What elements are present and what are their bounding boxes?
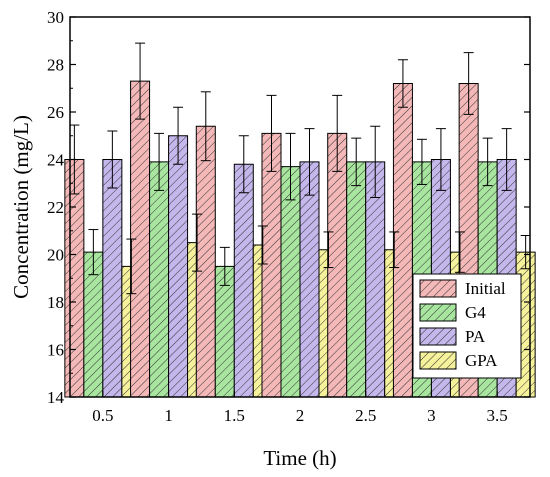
y-tick-label: 28 (47, 56, 64, 75)
legend-swatch-g4 (419, 303, 457, 322)
bar-pa-1 (168, 135, 189, 398)
bar-initial-2 (261, 132, 282, 398)
x-tick-label: 1 (164, 406, 173, 425)
y-tick-label: 24 (47, 151, 65, 170)
legend-label-g4: G4 (465, 303, 486, 322)
y-tick-label: 30 (47, 8, 64, 27)
bar-g4-1.5 (214, 265, 235, 398)
bar-pa-2 (299, 161, 320, 398)
x-axis: 0.5 1 1.5 2 2.5 3 3.5 (92, 391, 508, 425)
x-tick-label: 2.5 (355, 406, 376, 425)
legend: Initial G4 PA GPA (412, 273, 522, 379)
bar-initial-0.5 (64, 159, 85, 398)
y-axis-label: Concentration (mg/L) (9, 115, 33, 299)
legend-swatch-gpa (419, 351, 457, 370)
y-tick-label: 14 (47, 388, 65, 407)
legend-label-pa: PA (465, 327, 486, 346)
x-tick-label: 1.5 (224, 406, 245, 425)
y-tick-label: 26 (47, 103, 64, 122)
y-tick-label: 22 (47, 198, 64, 217)
x-axis-label: Time (h) (263, 446, 336, 470)
bar-g4-2.5 (346, 161, 367, 398)
error-bars-layer (69, 42, 531, 295)
bar-g4-1 (149, 161, 170, 398)
y-tick-label: 18 (47, 293, 64, 312)
legend-swatch-initial (419, 279, 457, 298)
y-axis: 14 16 18 20 22 24 26 28 30 (47, 8, 530, 407)
legend-swatch-pa (419, 327, 457, 346)
bar-initial-3 (392, 83, 413, 398)
legend-label-initial: Initial (465, 279, 506, 298)
bar-g4-2 (280, 166, 301, 398)
bar-pa-1.5 (233, 163, 254, 398)
x-tick-label: 2 (296, 406, 305, 425)
legend-label-gpa: GPA (465, 351, 498, 370)
x-tick-label: 0.5 (92, 406, 113, 425)
bar-initial-1.5 (195, 125, 216, 398)
x-tick-label: 3.5 (487, 406, 508, 425)
bar-initial-2.5 (327, 132, 348, 398)
y-tick-label: 20 (47, 246, 64, 265)
x-tick-label: 3 (427, 406, 436, 425)
bar-pa-0.5 (102, 159, 123, 398)
y-tick-label: 16 (47, 341, 64, 360)
